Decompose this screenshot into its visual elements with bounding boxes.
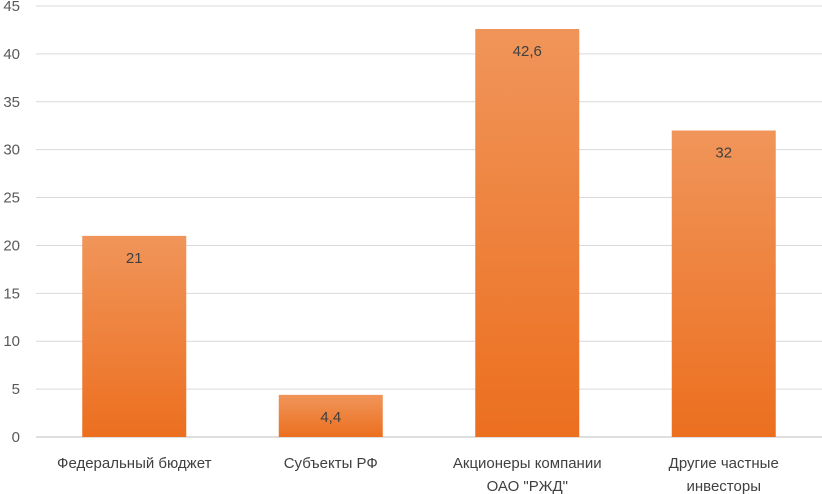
y-tick-label: 5 (12, 381, 20, 398)
x-axis-categories: Федеральный бюджет Субъекты РФ Акционеры к… (57, 455, 779, 494)
y-tick-label: 40 (3, 46, 20, 63)
bar-2 (278, 394, 383, 437)
category-label-4: Другие частные инвесторы (669, 455, 779, 494)
category-label-line: инвесторы (687, 478, 761, 494)
y-tick-label: 20 (3, 237, 20, 254)
y-tick-label: 35 (3, 94, 20, 111)
category-label-line: Субъекты РФ (284, 455, 378, 472)
category-label-line: ОАО "РЖД" (487, 478, 568, 494)
bar-4 (671, 130, 776, 437)
data-label-2: 4,4 (320, 409, 341, 426)
category-label-3: Акционеры компании ОАО "РЖД" (453, 455, 602, 494)
bars (82, 28, 776, 438)
data-label-3: 42,6 (513, 43, 542, 60)
y-tick-label: 45 (3, 0, 20, 15)
y-tick-label: 10 (3, 333, 20, 350)
bar-3 (475, 28, 580, 438)
y-tick-label: 0 (12, 429, 20, 446)
y-tick-label: 30 (3, 142, 20, 159)
category-label-line: Федеральный бюджет (57, 455, 212, 472)
bar-1 (82, 235, 187, 437)
category-label-line: Другие частные (669, 455, 779, 472)
data-label-1: 21 (126, 250, 143, 267)
y-tick-label: 15 (3, 285, 20, 302)
data-label-4: 32 (715, 145, 732, 162)
category-label-2: Субъекты РФ (284, 455, 378, 472)
category-label-line: Акционеры компании (453, 455, 602, 472)
data-labels: 21 4,4 42,6 32 (126, 43, 732, 426)
y-tick-label: 25 (3, 190, 20, 207)
category-label-1: Федеральный бюджет (57, 455, 212, 472)
y-axis-ticks: 0 5 10 15 20 25 30 35 40 45 (3, 0, 20, 446)
